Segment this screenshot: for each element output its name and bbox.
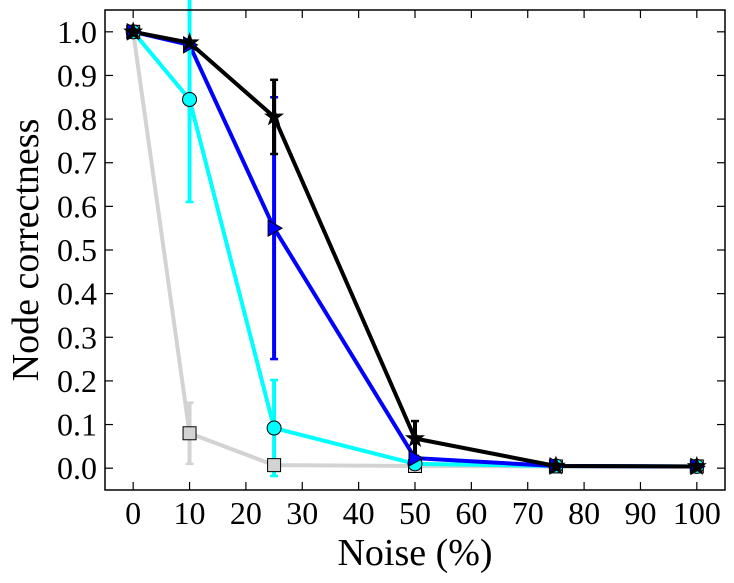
y-tick-label: 0.8	[57, 101, 97, 137]
x-tick-label: 30	[286, 495, 318, 531]
x-tick-label: 70	[512, 495, 544, 531]
y-tick-label: 1.0	[57, 14, 97, 50]
series-line	[131, 30, 697, 469]
y-tick-label: 0.0	[57, 450, 97, 486]
y-tick-label: 0.4	[57, 276, 97, 312]
x-tick-label: 0	[125, 495, 141, 531]
series-markers	[123, 21, 707, 476]
y-tick-label: 0.6	[57, 188, 97, 224]
triangle-marker	[408, 449, 425, 468]
x-tick-label: 50	[399, 495, 431, 531]
star-marker	[545, 455, 566, 475]
y-tick-label: 0.1	[57, 407, 97, 443]
x-axis-label: Noise (%)	[337, 532, 492, 574]
x-tick-label: 60	[455, 495, 487, 531]
star-marker	[686, 455, 707, 475]
square-marker	[267, 458, 282, 473]
x-tick-label: 10	[174, 495, 206, 531]
y-tick-labels: 0.0 0.1 0.2 0.3 0.4 0.5 0.6 0.7 0.8 0.9 1.0	[57, 14, 97, 486]
axis-ticks	[105, 10, 725, 490]
x-tick-labels: 0 10 20 30 40 50 60 70 80 90 100	[125, 495, 721, 531]
series-line	[131, 31, 697, 469]
series-line	[132, 29, 697, 469]
x-tick-label: 20	[230, 495, 262, 531]
plot-frame	[104, 9, 726, 491]
circle-marker	[182, 91, 198, 107]
circle-marker	[266, 420, 282, 436]
y-tick-label: 0.5	[57, 232, 97, 268]
y-tick-label: 0.7	[57, 145, 97, 181]
star-marker	[264, 106, 285, 126]
y-tick-label: 0.3	[57, 319, 97, 355]
y-tick-label: 0.2	[57, 363, 97, 399]
x-tick-label: 100	[673, 495, 721, 531]
y-axis-label: Node correctness	[5, 119, 47, 382]
triangle-marker	[267, 219, 284, 238]
star-marker	[404, 427, 426, 448]
x-tick-label: 90	[624, 495, 656, 531]
star-marker	[123, 21, 144, 41]
y-tick-label: 0.9	[57, 57, 97, 93]
series-lines	[131, 29, 697, 469]
x-tick-label: 80	[568, 495, 600, 531]
star-marker	[179, 32, 200, 52]
square-marker	[182, 426, 197, 441]
series-line	[132, 29, 697, 469]
x-tick-label: 40	[343, 495, 375, 531]
plot-content	[123, 0, 707, 478]
